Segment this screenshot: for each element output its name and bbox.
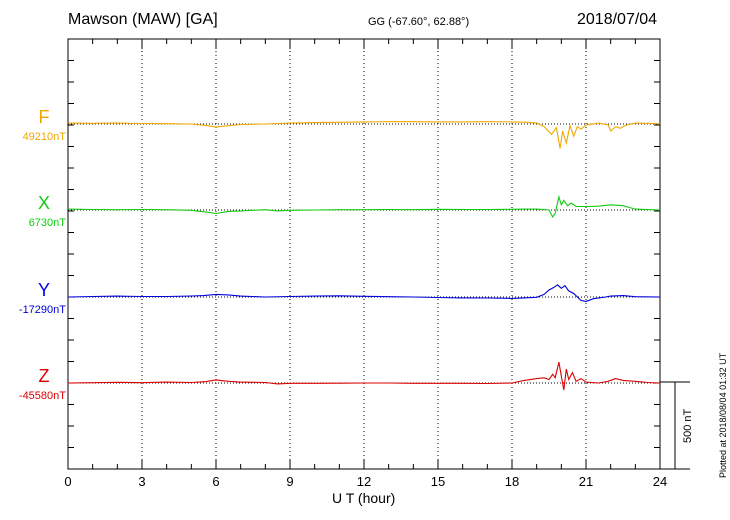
x-tick-label-21: 21 [578,474,594,489]
x-tick-label-12: 12 [356,474,372,489]
component-letter-x: X [37,193,50,213]
series-line-x [67,194,661,219]
component-letter-y: Y [37,280,50,300]
series-line-f [67,121,661,149]
x-axis-label: U T (hour) [332,490,396,506]
scale-bar-label: 500 nT [682,408,694,443]
x-tick-label-6: 6 [212,474,220,489]
component-baseline-z: -45580nT [18,390,66,402]
x-tick-label-3: 3 [138,474,146,489]
station-title: Mawson (MAW) [GA] [68,11,218,28]
component-baseline-x: 6730nT [28,217,66,229]
plotted-timestamp: Plotted at 2018/08/04 01:32 UT [718,352,728,478]
x-tick-label-24: 24 [652,474,668,489]
component-letter-z: Z [38,366,50,386]
grid-lines [141,39,587,469]
x-tick-label-9: 9 [286,474,294,489]
component-baseline-y: -17290nT [18,304,66,316]
series-line-z [67,361,661,391]
scale-bar [660,381,690,470]
x-tick-label-18: 18 [504,474,520,489]
x-tick-label-0: 0 [64,474,72,489]
baseline-guides [68,123,660,384]
component-letter-f: F [38,107,50,127]
series-group [67,121,661,391]
station-coordinates: GG (-67.60°, 62.88°) [368,16,470,28]
plot-date: 2018/07/04 [577,11,658,28]
series-line-y [67,284,661,302]
component-baseline-f: 49210nT [22,131,66,143]
x-tick-label-15: 15 [430,474,446,489]
